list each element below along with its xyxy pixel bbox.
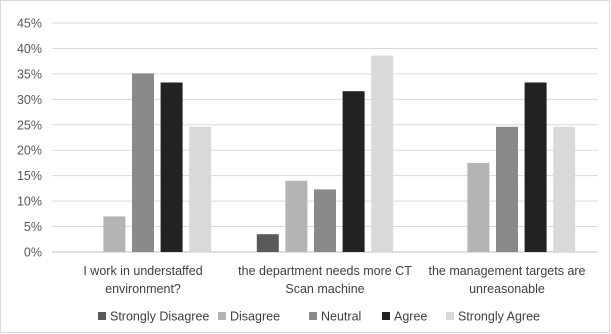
- legend-label: Neutral: [321, 310, 361, 324]
- bars: [103, 55, 576, 253]
- y-tick-label: 5%: [24, 220, 42, 234]
- bar-strongly-agree: [189, 126, 212, 252]
- x-category-label: the department needs more CT: [238, 264, 412, 278]
- bar-neutral: [132, 73, 154, 253]
- y-tick-label: 15%: [17, 169, 42, 183]
- bar-agree: [342, 91, 365, 252]
- x-axis: I work in understaffed environment? the de…: [83, 264, 585, 296]
- legend-swatch: [98, 312, 106, 320]
- bar-agree: [160, 82, 183, 252]
- legend-swatch: [446, 312, 454, 320]
- x-category-label: environment?: [105, 282, 181, 296]
- bar-disagree: [285, 180, 308, 252]
- y-tick-label: 45%: [17, 17, 42, 31]
- y-tick-label: 0%: [24, 246, 42, 260]
- y-tick-label: 30%: [17, 93, 42, 107]
- x-category-label: the management targets are: [428, 264, 585, 278]
- y-tick-label: 25%: [17, 118, 42, 132]
- legend-swatch: [218, 312, 226, 320]
- legend-swatch: [309, 312, 317, 320]
- bar-neutral: [496, 126, 518, 252]
- y-tick-label: 35%: [17, 67, 42, 81]
- x-category-label: I work in understaffed: [83, 264, 202, 278]
- legend-label: Strongly Agree: [458, 310, 540, 324]
- legend-label: Agree: [394, 310, 427, 324]
- legend: Strongly Disagree Disagree Neutral Agree Str…: [98, 310, 540, 324]
- bar-neutral: [314, 189, 336, 252]
- bar-agree: [524, 82, 547, 252]
- bar-strongly-agree: [371, 55, 394, 252]
- legend-label: Strongly Disagree: [110, 310, 209, 324]
- y-tick-label: 40%: [17, 42, 42, 56]
- bar-strongly-agree: [553, 126, 576, 252]
- bar-disagree: [467, 162, 490, 252]
- y-tick-label: 20%: [17, 144, 42, 158]
- bar-disagree: [103, 216, 126, 252]
- bar-strongly-disagree: [256, 234, 279, 252]
- x-category-label: unreasonable: [469, 282, 545, 296]
- legend-swatch: [382, 312, 390, 320]
- x-category-label: Scan machine: [285, 282, 364, 296]
- y-axis: 0% 5% 10% 15% 20% 25% 30% 35% 40% 45%: [17, 17, 42, 260]
- legend-label: Disagree: [230, 310, 280, 324]
- y-tick-label: 10%: [17, 195, 42, 209]
